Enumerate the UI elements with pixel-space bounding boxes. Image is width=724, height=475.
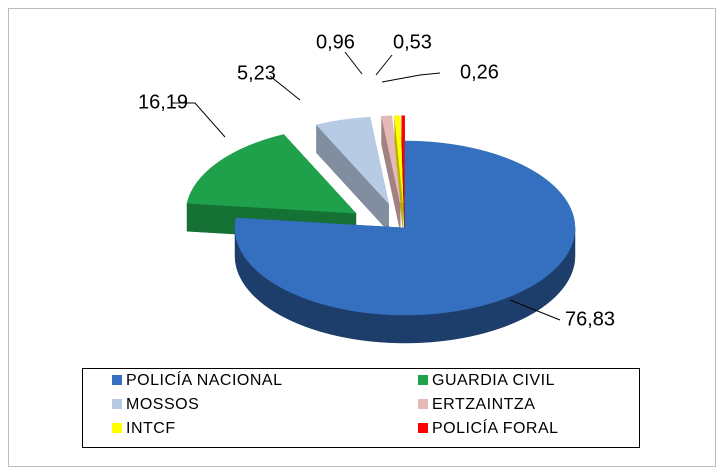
legend-label: GUARDIA CIVIL xyxy=(432,372,555,389)
legend-marker xyxy=(112,399,122,409)
legend-label: POLICÍA FORAL xyxy=(432,418,559,437)
legend-marker xyxy=(112,423,122,433)
slice-top xyxy=(394,115,404,203)
leader-line xyxy=(381,72,441,83)
slice xyxy=(234,140,576,344)
data-label: 16,19 xyxy=(138,91,188,113)
legend-marker xyxy=(418,399,428,409)
slice xyxy=(394,115,404,231)
slice xyxy=(381,115,401,231)
data-label: 0,53 xyxy=(393,31,432,53)
slice-top xyxy=(234,140,576,316)
leader-line xyxy=(509,299,561,321)
legend-marker xyxy=(418,375,428,385)
legend-label: POLICÍA NACIONAL xyxy=(126,370,283,389)
slice-top xyxy=(186,134,357,214)
legend-label: ERTZAINTZA xyxy=(432,396,535,413)
leader-line xyxy=(344,51,363,75)
data-label: 5,23 xyxy=(237,62,276,84)
legend-marker xyxy=(112,375,122,385)
legend-label: INTCF xyxy=(126,420,176,437)
slice xyxy=(401,115,405,231)
data-label: 76,83 xyxy=(565,308,615,330)
legend-marker xyxy=(418,423,428,433)
data-label: 0,96 xyxy=(316,31,355,53)
data-label: 0,26 xyxy=(460,61,499,83)
slice-top xyxy=(381,115,401,203)
leader-line xyxy=(375,54,393,76)
slice xyxy=(315,116,390,233)
slice-top xyxy=(401,115,405,203)
legend-box xyxy=(82,368,640,448)
legend-label: MOSSOS xyxy=(126,396,199,413)
leader-line xyxy=(172,102,226,138)
slice-top xyxy=(315,116,390,205)
leader-line xyxy=(269,75,301,101)
